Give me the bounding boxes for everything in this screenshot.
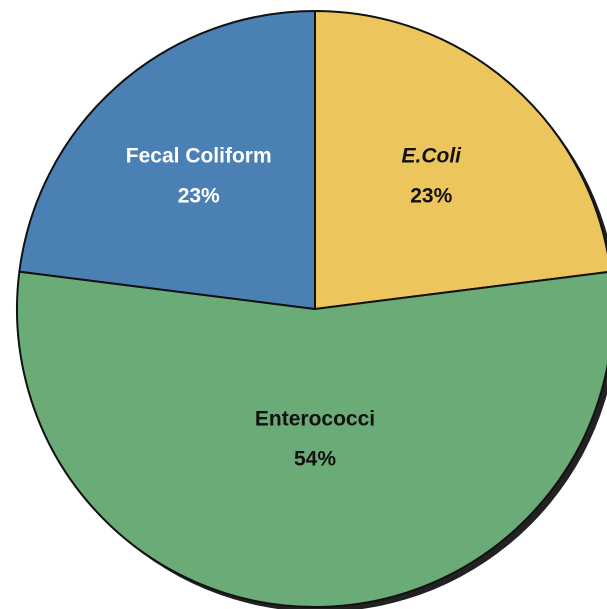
slice-value-label: 23% [178, 185, 220, 208]
slice-label: Enterococci [255, 408, 375, 431]
slice-label: Fecal Coliform [126, 145, 272, 168]
slice-value-label: 23% [410, 185, 452, 208]
pie-slice [18, 10, 316, 310]
slice-label: E.Coli [402, 145, 463, 168]
slice-value-label: 54% [294, 448, 336, 471]
pie-slice [16, 270, 607, 608]
pie-slice [314, 10, 607, 310]
